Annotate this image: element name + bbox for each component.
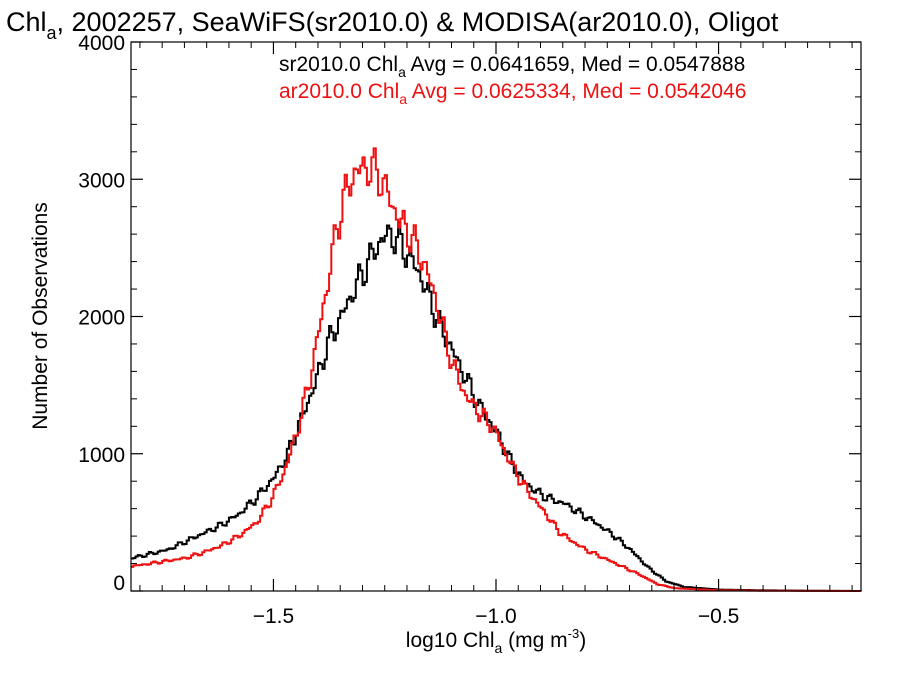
y-tick-label: 2000 bbox=[78, 307, 125, 330]
ticks-layer: −1.5 −1.0 −0.5 0 1000 2000 3000 4000 bbox=[78, 32, 861, 628]
series-line-1 bbox=[131, 147, 862, 592]
series-layer bbox=[131, 147, 862, 592]
y-tick-label: 1000 bbox=[78, 444, 125, 467]
plot-frame bbox=[130, 41, 862, 592]
x-tick-label: −1.5 bbox=[253, 605, 294, 628]
x-axis-label: log10 Chla (mg m-3) bbox=[406, 626, 586, 656]
legend: sr2010.0 Chla Avg = 0.0641659, Med = 0.0… bbox=[279, 53, 746, 107]
y-axis-label: Number of Observations bbox=[29, 202, 52, 430]
x-tick-label: −1.0 bbox=[475, 605, 516, 628]
legend-entry-sr2010: sr2010.0 Chla Avg = 0.0641659, Med = 0.0… bbox=[279, 53, 745, 80]
y-tick-label: 4000 bbox=[78, 32, 125, 55]
legend-entry-ar2010: ar2010.0 Chla Avg = 0.0625334, Med = 0.0… bbox=[279, 80, 746, 107]
chart-title: Chla, 2002257, SeaWiFS(sr2010.0) & MODIS… bbox=[6, 7, 779, 43]
x-tick-label: −0.5 bbox=[698, 605, 739, 628]
y-tick-label: 3000 bbox=[78, 169, 125, 192]
y-tick-label: 0 bbox=[113, 572, 125, 595]
